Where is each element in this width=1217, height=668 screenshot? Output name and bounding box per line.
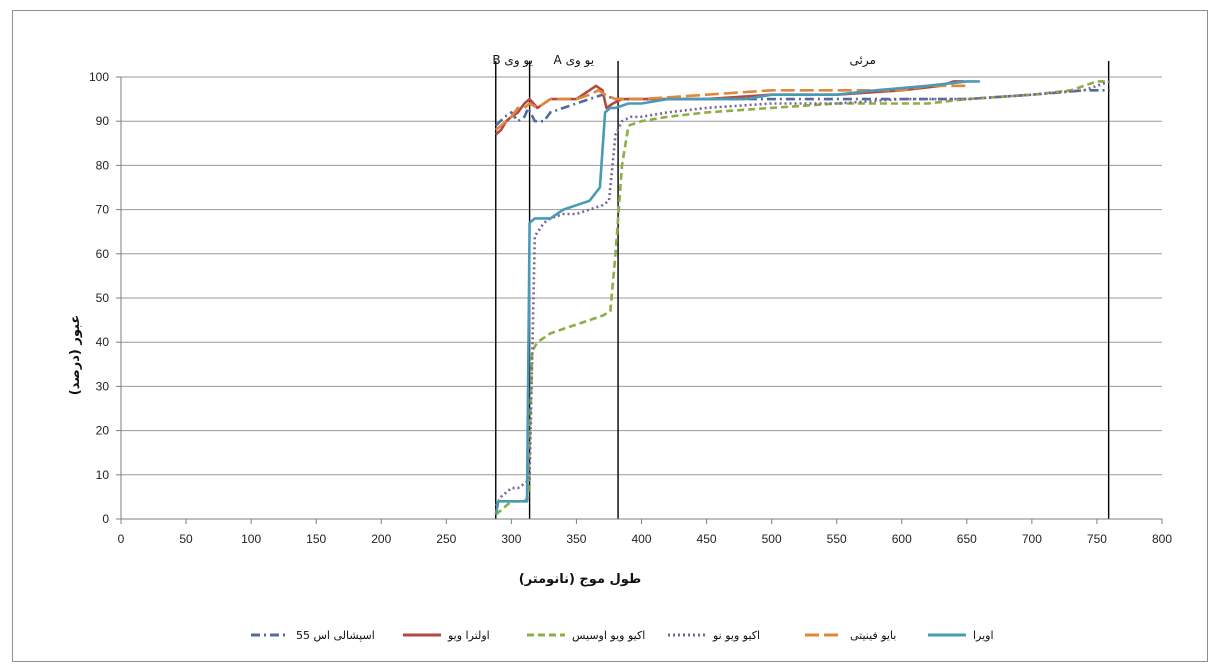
y-tick-label: 0 bbox=[102, 512, 109, 526]
y-tick-label: 80 bbox=[96, 158, 110, 172]
x-tick-label: 600 bbox=[892, 532, 912, 546]
legend-label: اولترا ویو bbox=[447, 629, 490, 642]
x-tick-label: 650 bbox=[957, 532, 977, 546]
axes: 0 10 20 30 40 50 60 70 80 90 100 0 50 100 150 200 250 300… bbox=[89, 70, 1172, 546]
y-tick-label: 70 bbox=[96, 203, 110, 217]
x-tick-label: 700 bbox=[1022, 532, 1042, 546]
legend-label: اکیو ویو نو bbox=[712, 629, 760, 642]
y-tick-label: 90 bbox=[96, 114, 110, 128]
x-tick-label: 150 bbox=[306, 532, 326, 546]
series-line-4 bbox=[494, 80, 1111, 507]
legend-item: اکیو ویو اوسیس bbox=[527, 629, 645, 642]
x-tick-label: 500 bbox=[762, 532, 782, 546]
y-tick-label: 100 bbox=[89, 70, 109, 84]
y-tick-label: 40 bbox=[96, 335, 110, 349]
series-line-6 bbox=[494, 80, 980, 515]
chart-frame: یو وی B یو وی A مرئی 0 10 20 30 40 50 60 70 80 90 10… bbox=[12, 10, 1208, 662]
x-tick-label: 250 bbox=[436, 532, 456, 546]
x-tick-label: 300 bbox=[501, 532, 521, 546]
y-tick-label: 20 bbox=[96, 424, 110, 438]
legend-label: اسپشالی اس 55 bbox=[296, 629, 375, 642]
y-axis-title: عبور (درصد) bbox=[68, 315, 83, 395]
region-dividers: یو وی B یو وی A مرئی bbox=[492, 53, 1110, 519]
legend-item: بایو فینیتی bbox=[805, 629, 896, 642]
y-tick-label: 30 bbox=[96, 379, 110, 393]
x-tick-label: 0 bbox=[118, 532, 125, 546]
x-tick-label: 550 bbox=[827, 532, 847, 546]
series-line-5 bbox=[494, 84, 967, 131]
x-tick-label: 100 bbox=[241, 532, 261, 546]
region-label: مرئی bbox=[850, 53, 876, 68]
x-tick-label: 450 bbox=[697, 532, 717, 546]
x-axis-title: طول موج (نانومتر) bbox=[519, 572, 641, 587]
line-chart: یو وی B یو وی A مرئی 0 10 20 30 40 50 60 70 80 90 10… bbox=[68, 53, 1172, 642]
legend-item: اویرا bbox=[928, 629, 994, 642]
legend-label: اویرا bbox=[973, 629, 994, 642]
x-tick-label: 750 bbox=[1087, 532, 1107, 546]
x-tick-label: 350 bbox=[566, 532, 586, 546]
y-tick-label: 50 bbox=[96, 291, 110, 305]
legend-item: اولترا ویو bbox=[403, 629, 490, 642]
region-label: یو وی B bbox=[492, 53, 533, 68]
y-tick-label: 60 bbox=[96, 247, 110, 261]
x-tick-label: 200 bbox=[371, 532, 391, 546]
x-tick-label: 400 bbox=[631, 532, 651, 546]
y-tick-label: 10 bbox=[96, 468, 110, 482]
legend-item: اسپشالی اس 55 bbox=[251, 629, 375, 642]
region-label: یو وی A bbox=[554, 53, 595, 68]
legend-item: اکیو ویو نو bbox=[668, 629, 760, 642]
x-tick-label: 50 bbox=[179, 532, 193, 546]
legend: اسپشالی اس 55 اولترا ویو اکیو ویو اوسیس اکی… bbox=[251, 629, 994, 642]
grid-lines bbox=[121, 76, 1162, 476]
series-lines bbox=[494, 80, 1111, 516]
legend-label: بایو فینیتی bbox=[850, 629, 896, 642]
x-tick-label: 800 bbox=[1152, 532, 1172, 546]
legend-label: اکیو ویو اوسیس bbox=[572, 629, 645, 642]
